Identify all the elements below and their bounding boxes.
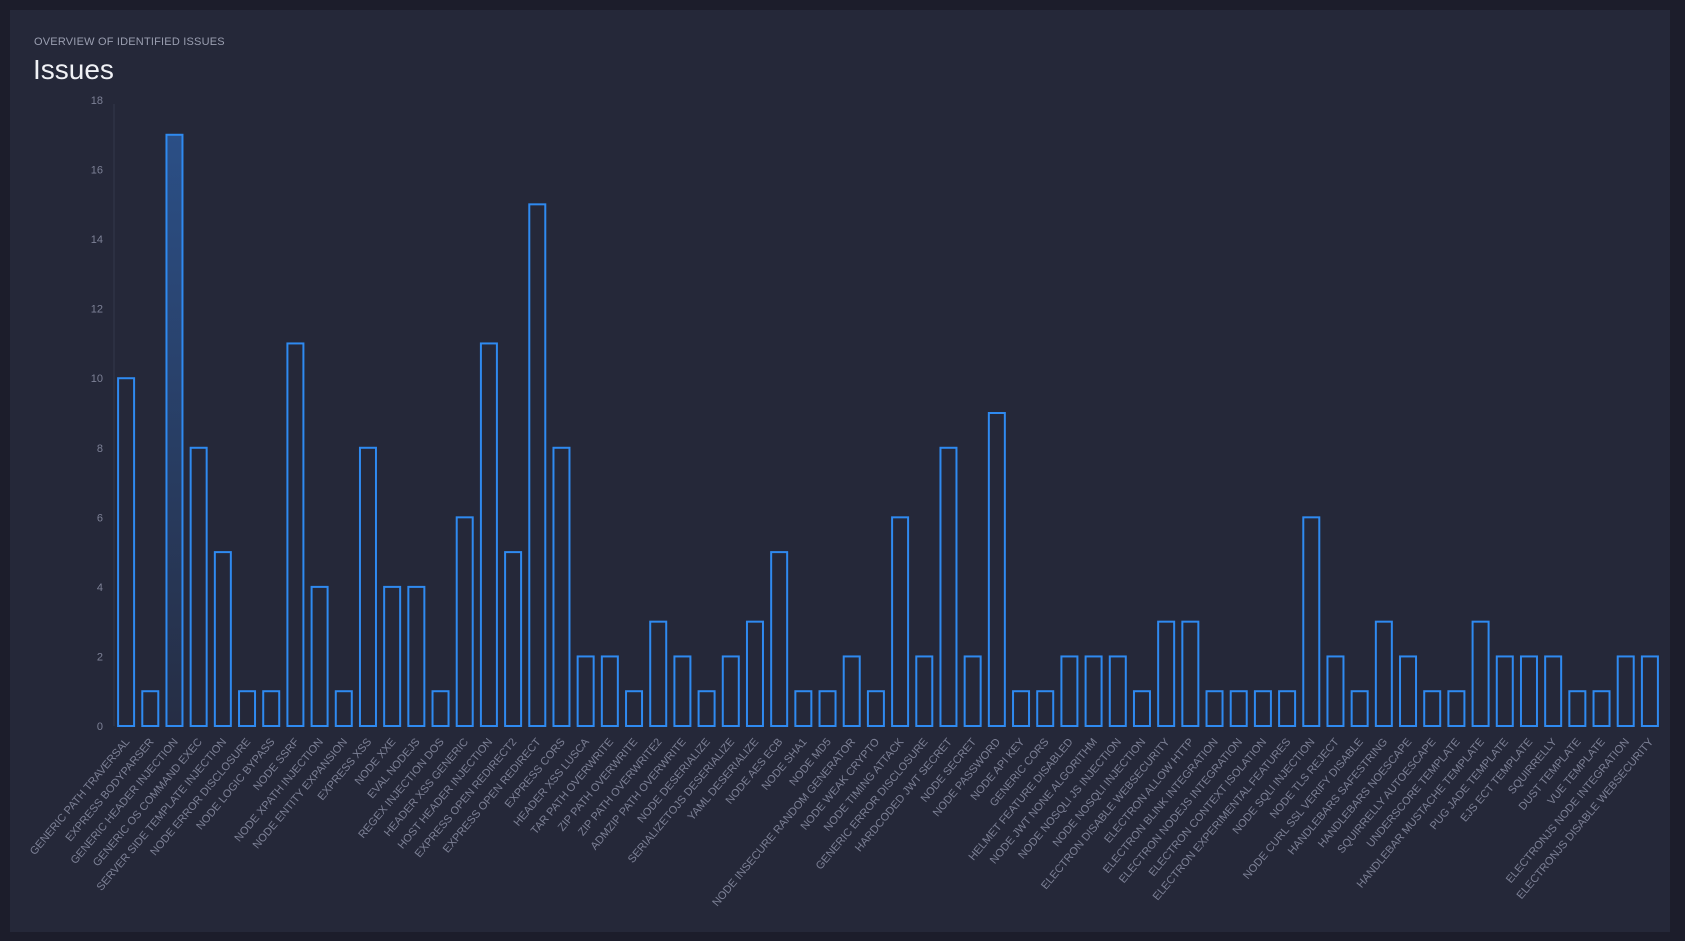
chart-title: Issues [33,54,114,85]
bar [915,655,934,728]
bar [1326,655,1345,728]
bar [213,551,232,727]
bar [504,551,523,727]
bar [141,690,160,728]
bar [1616,655,1635,728]
bar [987,412,1006,727]
y-tick-label: 8 [97,443,103,455]
bar [1302,516,1321,727]
bar [358,446,377,727]
bar [1399,655,1418,728]
y-tick-label: 2 [97,651,103,663]
bar [697,690,716,728]
bar [1495,655,1514,728]
bar [1519,655,1538,728]
bar [238,690,257,728]
y-tick-label: 18 [91,95,103,107]
bar [528,203,547,728]
bar [1229,690,1248,728]
y-tick-label: 14 [91,234,103,246]
y-tick-label: 12 [91,304,103,316]
bar [891,516,910,727]
bar [576,655,595,728]
bar [625,690,644,728]
bar [1350,690,1369,728]
bar [407,585,426,728]
bar [262,690,281,728]
y-tick-label: 16 [91,165,103,177]
bar [842,655,861,728]
bar [1084,655,1103,728]
bar [1253,690,1272,728]
bar [745,620,764,728]
bar [431,690,450,728]
y-tick-label: 6 [97,512,103,524]
bar [310,585,329,728]
bar [1157,620,1176,728]
bar [189,446,208,727]
bar [649,620,668,728]
bar [479,342,498,727]
bar [794,690,813,728]
bar [1447,690,1466,728]
bar [1060,655,1079,728]
bar [165,133,184,727]
bar [673,655,692,728]
bar [334,690,353,728]
bar [721,655,740,728]
bar [1108,655,1127,728]
bar [1471,620,1490,728]
bar [866,690,885,728]
bar [552,446,571,727]
bar [770,551,789,727]
bar [1568,690,1587,728]
y-tick-label: 10 [91,373,103,385]
bar [383,585,402,728]
bar [1374,620,1393,728]
y-tick-label: 4 [97,582,103,594]
bar [600,655,619,728]
bar [1132,690,1151,728]
bar [117,377,136,727]
bar [1012,690,1031,728]
bar [818,690,837,728]
chart-subtitle: OVERVIEW OF IDENTIFIED ISSUES [34,36,225,48]
bar [1640,655,1659,728]
bar [1036,690,1055,728]
bar [286,342,305,727]
bar [963,655,982,728]
bar [1423,690,1442,728]
bar [1592,690,1611,728]
bar [1544,655,1563,728]
y-tick-label: 0 [97,721,103,733]
bar [1205,690,1224,728]
bar [455,516,474,727]
bar [939,446,958,727]
bar [1181,620,1200,728]
bar [1278,690,1297,728]
